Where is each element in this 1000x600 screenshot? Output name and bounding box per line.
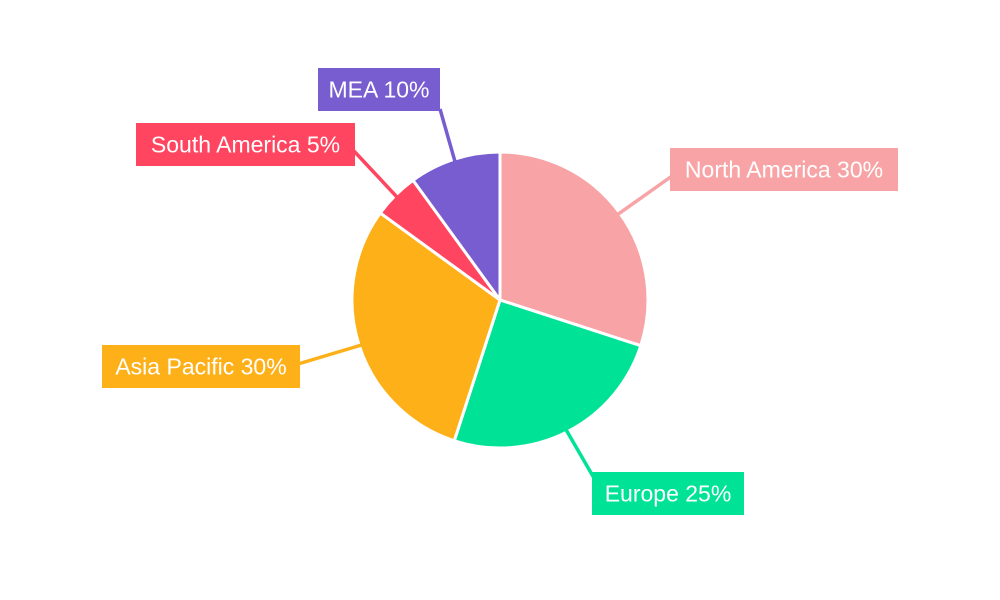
- data-label-box: [318, 68, 440, 111]
- data-label-box: [102, 345, 300, 388]
- data-label-box: [670, 148, 898, 191]
- leader-line-asia-pacific: [297, 343, 362, 366]
- leader-line-south-america: [351, 148, 399, 198]
- leader-line-north-america: [617, 174, 674, 216]
- data-label-box: [136, 123, 355, 166]
- leader-lines-layer: [297, 108, 674, 479]
- leader-line-europe: [564, 429, 596, 479]
- data-label-text: Asia Pacific 30%: [115, 354, 286, 380]
- data-label-mea: MEA 10%: [318, 68, 440, 111]
- data-label-south-america: South America 5%: [136, 123, 355, 166]
- leader-line-mea: [438, 108, 457, 162]
- data-label-text: North America 30%: [685, 157, 883, 183]
- data-label-asia-pacific: Asia Pacific 30%: [102, 345, 300, 388]
- data-label-text: South America 5%: [151, 132, 340, 158]
- data-labels-layer: North America 30% Europe 25% Asia Pacific …: [102, 68, 898, 515]
- data-label-box: [592, 472, 744, 515]
- data-label-europe: Europe 25%: [592, 472, 744, 515]
- data-label-text: Europe 25%: [605, 481, 732, 507]
- data-label-text: MEA 10%: [329, 77, 430, 103]
- data-label-north-america: North America 30%: [670, 148, 898, 191]
